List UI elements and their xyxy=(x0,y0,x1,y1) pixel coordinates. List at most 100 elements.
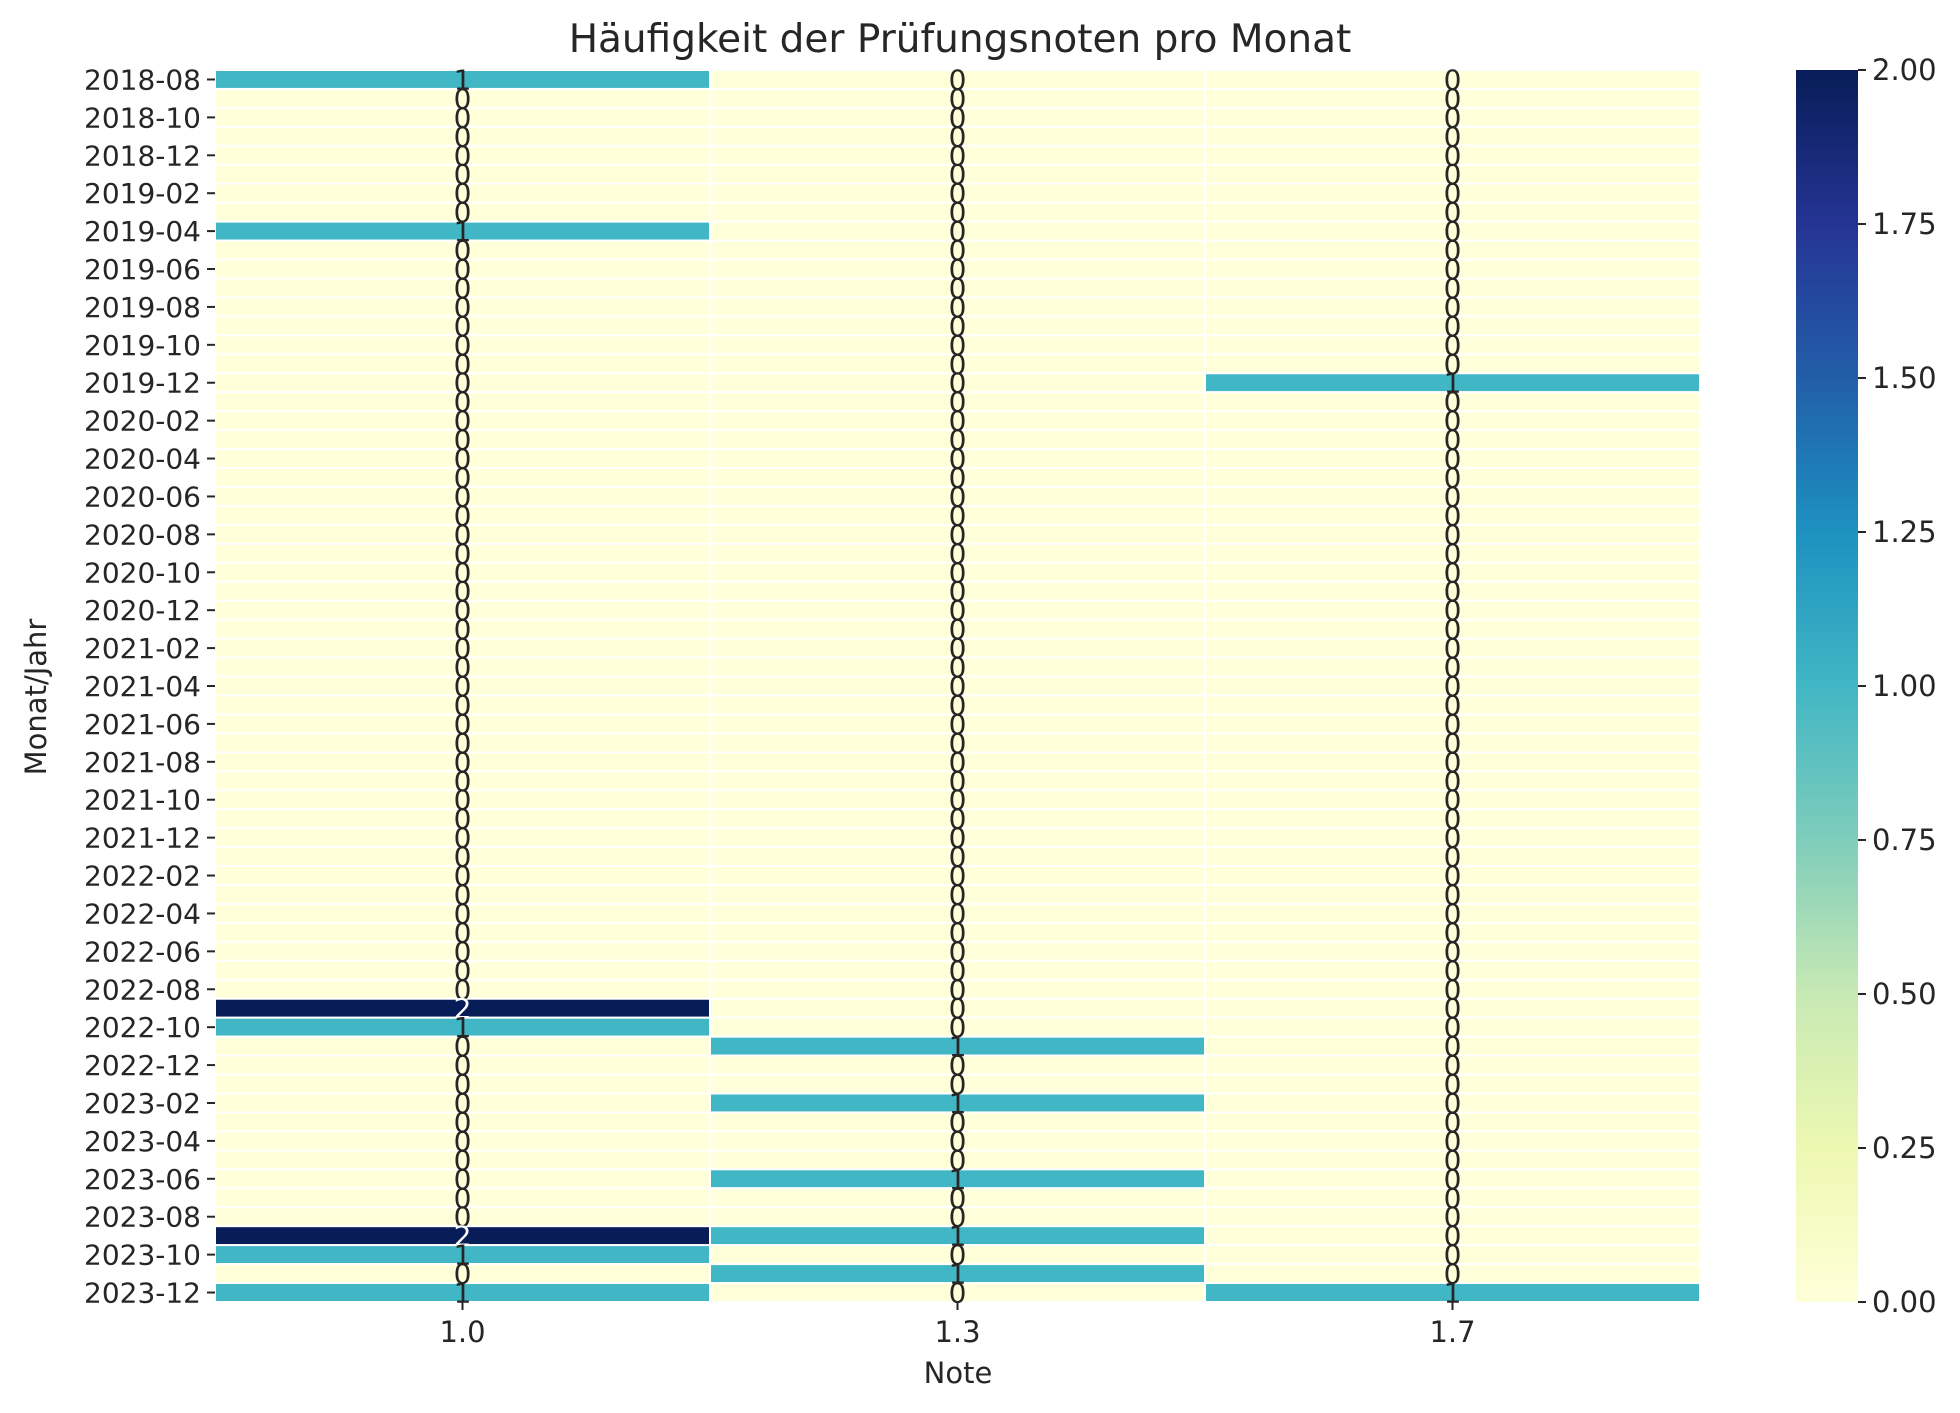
cell-value-label: 0 xyxy=(1444,329,1462,362)
cell-value-label: 0 xyxy=(949,575,967,608)
cell-value-label: 0 xyxy=(454,424,472,457)
cell-value-label: 0 xyxy=(949,405,967,438)
cell-value-label: 0 xyxy=(1444,594,1462,627)
cell-value-label: 0 xyxy=(949,841,967,874)
y-tick-label: 2022-08 xyxy=(84,973,201,1006)
cell-value-label: 0 xyxy=(949,1011,967,1044)
cell-value-label: 0 xyxy=(1444,424,1462,457)
cell-value-label: 0 xyxy=(1444,272,1462,305)
cell-value-label: 0 xyxy=(949,594,967,627)
cell-value-label: 0 xyxy=(949,177,967,210)
x-axis-label: Note xyxy=(924,1356,993,1390)
cell-value-label: 1 xyxy=(949,1258,967,1291)
cell-value-label: 0 xyxy=(454,462,472,495)
cell-value-label: 0 xyxy=(1444,708,1462,741)
cell-value-label: 0 xyxy=(1444,253,1462,286)
x-tick-label: 1.0 xyxy=(439,1315,485,1349)
colorbar-ticks: 0.00 0.25 0.50 0.75 1.00 1.25 1.50 1.75 2.00 xyxy=(1858,53,1937,1319)
cell-value-label: 0 xyxy=(454,405,472,438)
colorbar-tick-label: 1.50 xyxy=(1872,361,1937,395)
y-tick-label: 2020-02 xyxy=(84,405,201,438)
colorbar-tick-label: 0.50 xyxy=(1872,977,1937,1011)
cell-value-label: 0 xyxy=(1444,518,1462,551)
colorbar-tick-label: 1.75 xyxy=(1872,207,1937,241)
cell-value-label: 0 xyxy=(949,689,967,722)
cell-value-label: 0 xyxy=(949,878,967,911)
cell-value-label: 0 xyxy=(949,518,967,551)
colorbar xyxy=(1796,70,1858,1302)
cell-value-label: 0 xyxy=(1444,954,1462,987)
cell-value-label: 1 xyxy=(949,1030,967,1063)
cell-value-label: 0 xyxy=(949,1106,967,1139)
cell-value-label: 0 xyxy=(454,878,472,911)
cell-value-label: 0 xyxy=(1444,878,1462,911)
cell-value-label: 0 xyxy=(454,860,472,893)
y-tick-label: 2023-06 xyxy=(84,1163,201,1196)
cell-value-label: 1 xyxy=(949,1163,967,1196)
cell-value-label: 0 xyxy=(949,556,967,589)
y-axis-label: Monat/Jahr xyxy=(19,619,53,776)
cell-value-label: 0 xyxy=(454,234,472,267)
cell-value-label: 0 xyxy=(454,1163,472,1196)
cell-value-label: 0 xyxy=(454,841,472,874)
y-tick-label: 2020-08 xyxy=(84,518,201,551)
cell-value-label: 0 xyxy=(949,158,967,191)
cell-value-label: 0 xyxy=(1444,1182,1462,1215)
y-tick-label: 2019-12 xyxy=(84,367,201,400)
cell-value-label: 1 xyxy=(949,1087,967,1120)
cell-value-label: 1 xyxy=(454,1277,472,1310)
cell-value-label: 1 xyxy=(454,215,472,248)
cell-value-label: 0 xyxy=(1444,291,1462,324)
cell-value-label: 0 xyxy=(454,291,472,324)
colorbar-tick-label: 1.25 xyxy=(1872,515,1937,549)
cell-value-label: 1 xyxy=(1444,367,1462,400)
cell-value-label: 0 xyxy=(949,480,967,513)
cell-value-label: 0 xyxy=(949,272,967,305)
y-tick-label: 2023-10 xyxy=(84,1239,201,1272)
cell-value-label: 0 xyxy=(454,575,472,608)
cell-value-label: 0 xyxy=(1444,841,1462,874)
cell-value-label: 0 xyxy=(454,632,472,665)
y-tick-label: 2022-06 xyxy=(84,935,201,968)
chart-title: Häufigkeit der Prüfungsnoten pro Monat xyxy=(569,17,1352,62)
cell-value-label: 0 xyxy=(1444,1258,1462,1291)
cell-value-label: 0 xyxy=(949,803,967,836)
cell-value-label: 0 xyxy=(949,613,967,646)
y-tick-label: 2020-12 xyxy=(84,594,201,627)
cell-value-label: 0 xyxy=(949,1125,967,1158)
cell-value-label: 0 xyxy=(1444,689,1462,722)
cell-value-label: 0 xyxy=(949,63,967,96)
cell-value-label: 0 xyxy=(1444,1144,1462,1177)
cell-value-label: 0 xyxy=(949,291,967,324)
cell-value-label: 0 xyxy=(454,727,472,760)
cell-value-label: 0 xyxy=(1444,556,1462,589)
y-tick-label: 2020-10 xyxy=(84,556,201,589)
y-tick-label: 2021-10 xyxy=(84,784,201,817)
cell-value-label: 0 xyxy=(949,632,967,665)
cell-value-label: 0 xyxy=(1444,1049,1462,1082)
cell-value-label: 0 xyxy=(1444,443,1462,476)
cell-value-label: 0 xyxy=(949,954,967,987)
cell-value-label: 0 xyxy=(454,1030,472,1063)
cell-value-label: 0 xyxy=(949,82,967,115)
cell-value-label: 0 xyxy=(454,196,472,229)
cell-value-label: 0 xyxy=(1444,632,1462,665)
cell-value-label: 0 xyxy=(454,765,472,798)
cell-value-label: 0 xyxy=(1444,916,1462,949)
cell-value-label: 0 xyxy=(949,101,967,134)
cell-value-label: 0 xyxy=(949,1068,967,1101)
y-tick-label: 2023-08 xyxy=(84,1201,201,1234)
cell-value-label: 0 xyxy=(454,803,472,836)
cell-value-label: 0 xyxy=(454,1201,472,1234)
cell-value-label: 0 xyxy=(1444,973,1462,1006)
cell-value-label: 0 xyxy=(454,746,472,779)
cell-value-label: 0 xyxy=(949,935,967,968)
cell-value-label: 0 xyxy=(1444,499,1462,532)
cell-value-label: 0 xyxy=(1444,405,1462,438)
cell-value-label: 1 xyxy=(454,1011,472,1044)
cell-value-label: 0 xyxy=(1444,63,1462,96)
cell-value-label: 0 xyxy=(454,935,472,968)
cell-value-label: 0 xyxy=(949,1049,967,1082)
cell-value-label: 0 xyxy=(1444,935,1462,968)
